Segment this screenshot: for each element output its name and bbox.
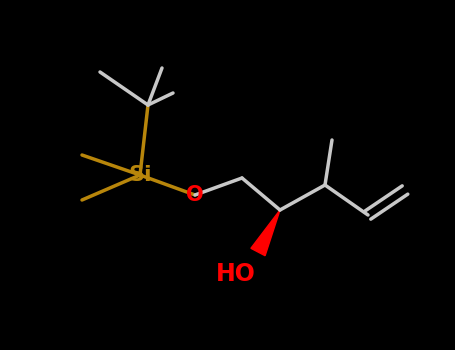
Text: HO: HO <box>216 262 256 286</box>
Polygon shape <box>251 210 280 256</box>
Text: Si: Si <box>128 165 152 185</box>
Text: O: O <box>186 185 204 205</box>
